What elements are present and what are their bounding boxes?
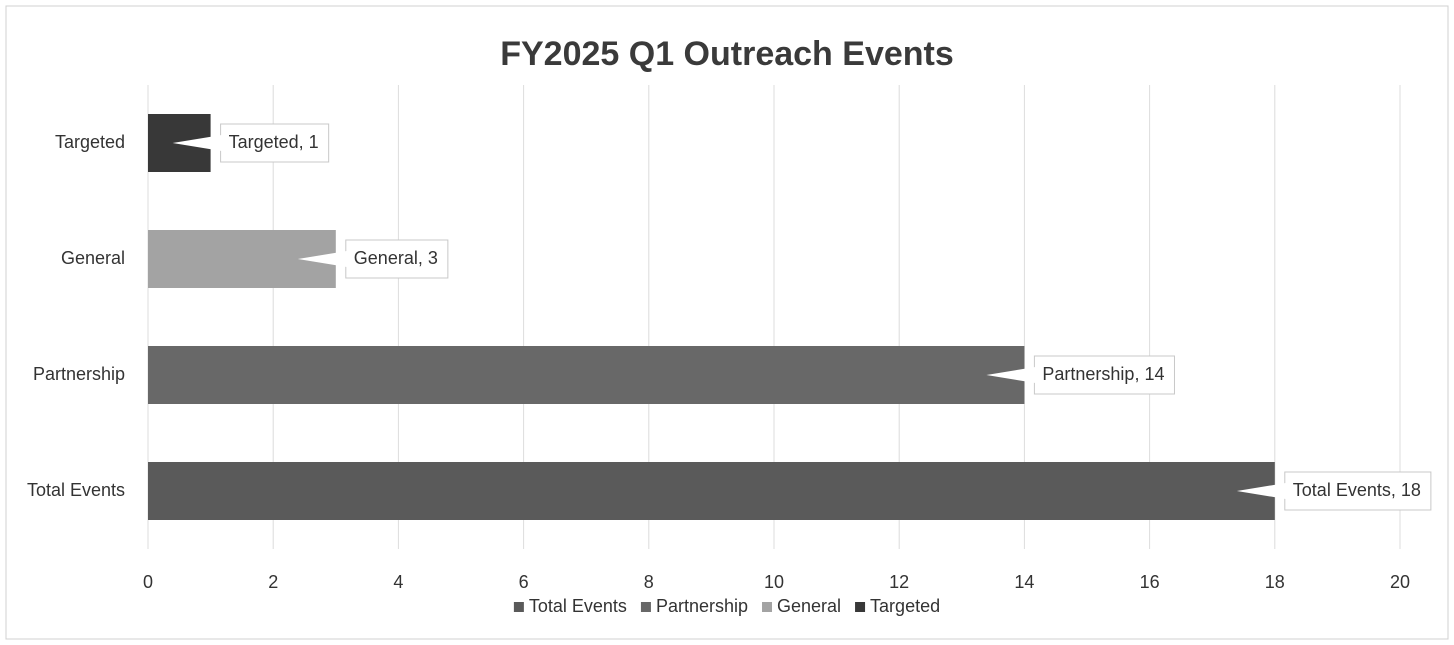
chart-title: FY2025 Q1 Outreach Events	[500, 35, 954, 73]
data-label-box	[345, 239, 449, 279]
x-tick-label: 8	[644, 572, 654, 592]
data-label-callout	[1236, 483, 1286, 499]
x-tick-label: 2	[268, 572, 278, 592]
x-tick-label: 14	[1014, 572, 1034, 592]
y-tick-label: Partnership	[33, 364, 125, 384]
x-tick-label: 20	[1390, 572, 1410, 592]
data-label-callout	[297, 251, 347, 267]
y-tick-label: Targeted	[55, 132, 125, 152]
data-label: Partnership, 14	[1042, 364, 1164, 384]
data-label: General, 3	[354, 248, 438, 268]
y-tick-label: Total Events	[27, 480, 125, 500]
data-label-callout	[172, 135, 222, 151]
bar	[148, 346, 1025, 404]
legend-label: Total Events	[529, 596, 627, 616]
x-tick-label: 0	[143, 572, 153, 592]
x-tick-label: 18	[1265, 572, 1285, 592]
chart-border	[5, 5, 1449, 640]
legend-swatch	[513, 602, 524, 612]
data-label: Total Events, 18	[1293, 480, 1421, 500]
legend-swatch	[762, 602, 773, 612]
data-label-callout	[986, 367, 1036, 383]
legend-label: Partnership	[656, 596, 748, 616]
legend-label: Targeted	[870, 596, 940, 616]
data-label: Targeted, 1	[229, 132, 319, 152]
bar	[148, 462, 1275, 520]
data-label-box	[1033, 355, 1175, 395]
y-tick-label: General	[61, 248, 125, 268]
legend-swatch	[640, 602, 651, 612]
x-tick-label: 12	[889, 572, 909, 592]
legend-label: General	[777, 596, 841, 616]
x-tick-label: 4	[393, 572, 403, 592]
x-tick-label: 6	[519, 572, 529, 592]
legend-swatch	[855, 602, 866, 612]
x-tick-label: 10	[764, 572, 784, 592]
data-label-box	[220, 123, 330, 163]
x-tick-label: 16	[1140, 572, 1160, 592]
